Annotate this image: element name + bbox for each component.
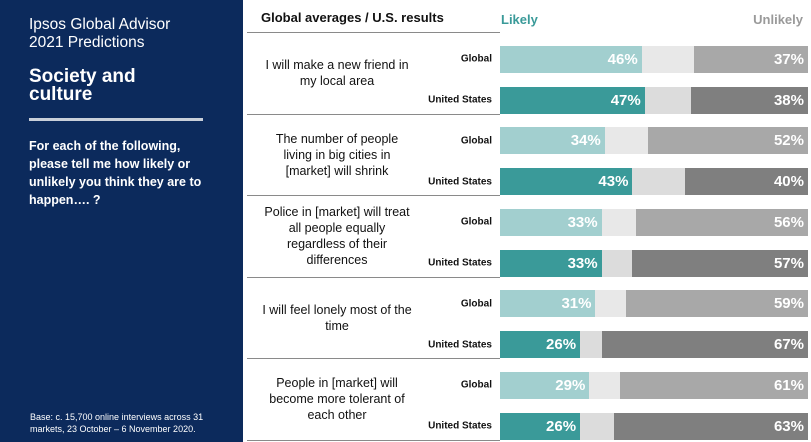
bar-unlikely: 63% (613, 413, 808, 440)
group-separator (247, 114, 500, 115)
statement-label: I will make a new friend in my local are… (262, 36, 412, 110)
sidebar-panel: Ipsos Global Advisor 2021 Predictions So… (0, 0, 243, 442)
row-label: United States (428, 420, 492, 432)
statement-text: I will feel lonely most of the time (262, 303, 412, 333)
brand-line-1: Ipsos Global Advisor (29, 16, 171, 33)
row-label: United States (428, 176, 492, 188)
statement-label: People in [market] will become more tole… (262, 362, 412, 436)
bar-unlikely: 38% (690, 87, 808, 114)
bar-unlikely: 67% (601, 331, 808, 358)
bar-unlikely: 59% (626, 290, 808, 317)
row-label: Global (460, 216, 492, 228)
survey-question: For each of the following, please tell m… (29, 139, 202, 207)
statement-label: Police in [market] will treat all people… (262, 199, 412, 273)
group-separator (247, 358, 500, 359)
bar-likely: 43% (500, 168, 633, 195)
section-title: Society and culture (29, 66, 219, 105)
sidebar-divider (29, 118, 203, 121)
report-brand: Ipsos Global Advisor 2021 Predictions (29, 16, 170, 52)
bar-unlikely: 61% (620, 372, 808, 399)
bar-likely: 26% (500, 413, 581, 440)
bar-likely: 47% (500, 87, 645, 114)
bar-likely: 33% (500, 250, 602, 277)
row-label: Global (460, 53, 492, 65)
bar-likely: 34% (500, 127, 605, 154)
bar-unlikely: 40% (684, 168, 808, 195)
group-separator (247, 195, 500, 196)
bar-unlikely: 57% (632, 250, 808, 277)
base-note: Base: c. 15,700 online interviews across… (30, 412, 204, 434)
bar-likely: 29% (500, 372, 590, 399)
statement-text: I will make a new friend in my local are… (265, 58, 409, 88)
chart-title: Global averages / U.S. results (261, 10, 444, 25)
row-label: United States (428, 257, 492, 269)
bar-unlikely: 56% (635, 209, 808, 236)
row-label: Global (460, 135, 492, 147)
legend-likely: Likely (501, 12, 538, 27)
bar-likely: 26% (500, 331, 581, 358)
row-label: Global (460, 379, 492, 391)
brand-line-2: 2021 Predictions (29, 34, 145, 51)
bar-unlikely: 37% (694, 46, 808, 73)
bar-likely: 46% (500, 46, 642, 73)
group-separator (247, 32, 500, 33)
legend-unlikely: Unlikely (753, 12, 803, 27)
group-separator (247, 440, 500, 441)
statement-label: I will feel lonely most of the time (262, 281, 412, 355)
statement-text: People in [market] will become more tole… (269, 376, 405, 422)
row-label: Global (460, 298, 492, 310)
section-title-line-2: culture (29, 84, 93, 105)
bar-likely: 31% (500, 290, 596, 317)
bar-unlikely: 52% (647, 127, 808, 154)
statement-text: Police in [market] will treat all people… (264, 205, 410, 267)
group-separator (247, 277, 500, 278)
row-label: United States (428, 94, 492, 106)
section-title-line-1: Society and (29, 66, 136, 87)
statement-text: The number of people living in big citie… (275, 132, 399, 178)
bar-likely: 33% (500, 209, 602, 236)
statement-label: The number of people living in big citie… (262, 118, 412, 192)
row-label: United States (428, 339, 492, 351)
